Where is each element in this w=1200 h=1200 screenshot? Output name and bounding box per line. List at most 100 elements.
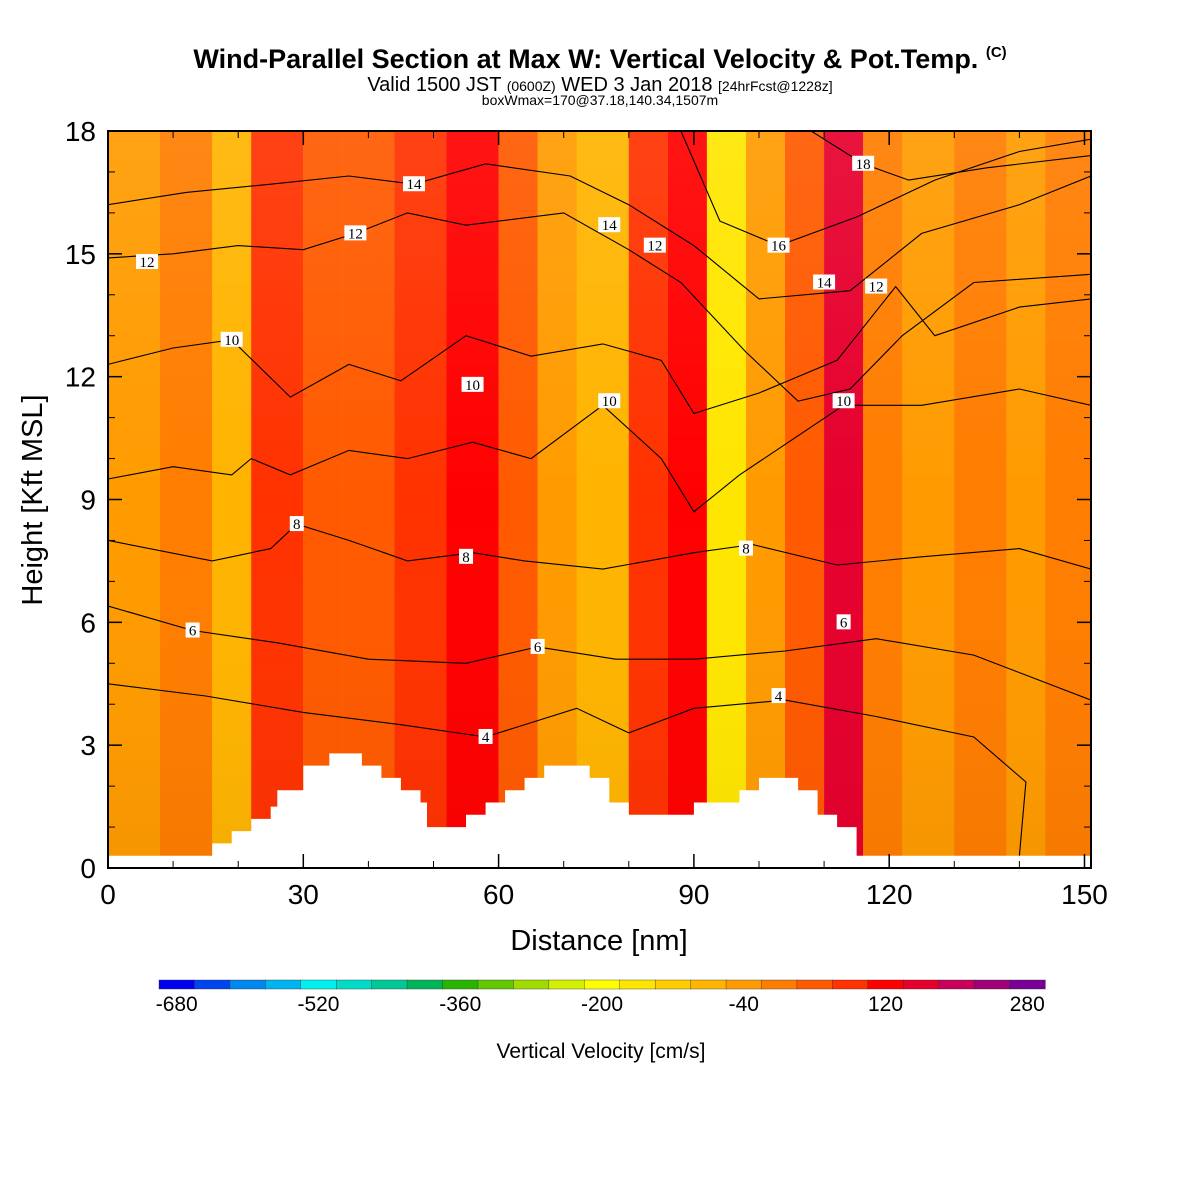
contour-label-box bbox=[136, 254, 159, 270]
contour-label: 10 bbox=[224, 333, 239, 349]
box-info: boxWmax=170@37.18,140.34,1507m bbox=[481, 92, 719, 108]
colorbar-swatch bbox=[938, 979, 975, 990]
valid-time: Valid 1500 JST bbox=[367, 74, 502, 96]
contour-label-box bbox=[220, 331, 243, 347]
contour-label-box bbox=[865, 278, 888, 294]
colorbar-swatch bbox=[796, 979, 833, 990]
contour-label: 12 bbox=[647, 239, 662, 255]
colorbar-swatch bbox=[548, 979, 585, 990]
contour-label: 4 bbox=[775, 689, 783, 705]
theta-contour bbox=[108, 523, 1091, 570]
contour-label-box bbox=[771, 688, 786, 704]
theta-contours bbox=[108, 131, 1091, 856]
colorbar-label: Vertical Velocity [cm/s] bbox=[497, 1040, 706, 1063]
colorbar-swatch bbox=[371, 979, 408, 990]
contour-label-box bbox=[738, 540, 753, 556]
x-axis-label: Distance [nm] bbox=[510, 925, 687, 957]
y-tick-label: 9 bbox=[80, 485, 96, 516]
contour-label: 8 bbox=[293, 517, 301, 533]
x-tick-label: 0 bbox=[100, 879, 116, 910]
theta-contour bbox=[108, 285, 1091, 415]
colorbar-swatch bbox=[406, 979, 444, 990]
contour-label: 14 bbox=[406, 177, 422, 193]
x-tick-label: 30 bbox=[288, 879, 319, 910]
colorbar-swatch bbox=[619, 979, 656, 990]
x-tick-label: 120 bbox=[866, 879, 913, 910]
theta-contour bbox=[108, 212, 1091, 402]
contour-label-box bbox=[478, 728, 493, 744]
contour-label-box bbox=[459, 548, 474, 564]
contour-labels: 4 6 6 6 4 8 8 8 10 10 10 10 12 12 12 12 14 14 14 16 18 bbox=[136, 155, 888, 746]
contour-label-box bbox=[598, 393, 621, 409]
contour-label: 8 bbox=[462, 550, 470, 566]
contour-label-box bbox=[832, 393, 855, 409]
colorbar-swatch bbox=[584, 979, 621, 990]
colorbar-swatch bbox=[158, 979, 196, 990]
terrain-mask bbox=[108, 753, 1091, 868]
contour-label: 14 bbox=[817, 275, 833, 291]
axes: 0 30 60 90 120 150 0 3 6 9 12 15 18 bbox=[65, 116, 1108, 910]
colorbar-swatch bbox=[973, 979, 1011, 990]
contour-label-box bbox=[461, 376, 484, 392]
valid-utc: (0600Z) bbox=[506, 78, 556, 94]
chart-subtitle: Valid 1500 JST (0600Z) WED 3 Jan 2018 [2… bbox=[0, 74, 1200, 97]
contour-label-box bbox=[643, 237, 666, 253]
colorbar-tick-label: -40 bbox=[729, 993, 759, 1016]
chart-title: Wind-Parallel Section at Max W: Vertical… bbox=[0, 44, 1200, 75]
contour-label-box bbox=[530, 638, 545, 654]
contour-label-box bbox=[813, 274, 836, 290]
colorbar-swatch bbox=[265, 979, 302, 990]
theta-contour bbox=[108, 683, 1027, 856]
y-tick-label: 18 bbox=[65, 116, 96, 147]
colorbar-swatch bbox=[903, 979, 940, 990]
field-shading bbox=[108, 131, 1091, 868]
valid-date: WED 3 Jan 2018 bbox=[561, 74, 713, 96]
contour-label: 12 bbox=[348, 226, 363, 242]
colorbar-swatch bbox=[336, 979, 373, 990]
x-tick-label: 150 bbox=[1061, 879, 1108, 910]
forecast-info: [24hrFcst@1228z] bbox=[718, 78, 833, 94]
colorbar-swatch bbox=[654, 979, 692, 990]
colorbar-tick-label: -360 bbox=[439, 993, 481, 1016]
contour-label: 10 bbox=[602, 394, 617, 410]
contour-label-box bbox=[402, 176, 425, 192]
contour-label: 14 bbox=[602, 218, 618, 234]
y-tick-label: 15 bbox=[65, 239, 96, 270]
y-axis-label: Height [Kft MSL] bbox=[17, 394, 49, 605]
colorbar-swatch bbox=[761, 979, 798, 990]
x-tick-label: 60 bbox=[483, 879, 514, 910]
colorbar-tick-label: -520 bbox=[297, 993, 339, 1016]
contour-label: 10 bbox=[836, 394, 851, 410]
colorbar-tick-label: -680 bbox=[156, 993, 198, 1016]
chart-title-text: Wind-Parallel Section at Max W: Vertical… bbox=[193, 44, 979, 74]
colorbar-swatch bbox=[477, 979, 514, 990]
contour-label: 16 bbox=[771, 239, 787, 255]
colorbar-swatch bbox=[1009, 979, 1046, 990]
contour-label-box bbox=[598, 217, 621, 233]
colorbar-swatch bbox=[442, 979, 479, 990]
colorbar: -680 -520 -360 -200 -40 120 280 bbox=[156, 979, 1046, 1016]
velocity-field bbox=[108, 131, 1091, 868]
colorbar-tick-label: -200 bbox=[581, 993, 623, 1016]
y-tick-label: 0 bbox=[80, 853, 96, 884]
theta-contour bbox=[810, 131, 1091, 181]
theta-contour bbox=[108, 388, 1091, 513]
colorbar-swatch bbox=[194, 979, 231, 990]
contour-label: 12 bbox=[140, 255, 155, 271]
colorbar-swatch bbox=[867, 979, 904, 990]
theta-contour bbox=[680, 131, 1091, 247]
contour-label: 10 bbox=[465, 378, 480, 394]
y-tick-label: 3 bbox=[80, 730, 96, 761]
contour-label: 4 bbox=[482, 730, 490, 746]
colorbar-tick-label: 280 bbox=[1010, 993, 1045, 1016]
contour-label: 8 bbox=[742, 542, 750, 558]
colorbar-swatch bbox=[690, 979, 727, 990]
colorbar-swatch bbox=[300, 979, 337, 990]
contour-label-box bbox=[836, 614, 851, 630]
contour-label: 6 bbox=[189, 624, 197, 640]
colorbar-swatch bbox=[229, 979, 266, 990]
contour-label-box bbox=[852, 155, 875, 171]
colorbar-swatch bbox=[513, 979, 550, 990]
contour-label: 12 bbox=[869, 280, 884, 296]
